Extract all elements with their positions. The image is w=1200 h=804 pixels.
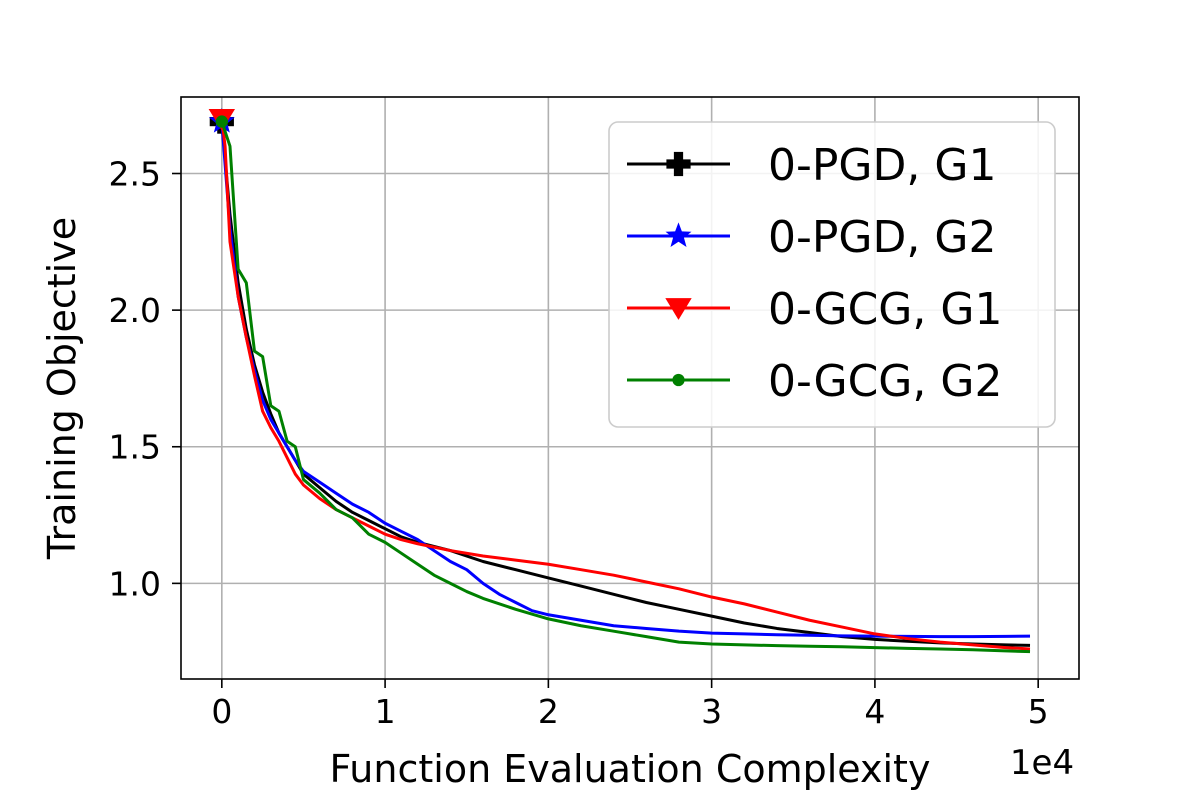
- y-tick-label: 2.0: [109, 291, 161, 330]
- legend-label: 0-GCG, G2: [768, 356, 1002, 407]
- legend-entry: 0-PGD, G1: [627, 140, 996, 191]
- x-axis-offset-label: 1e4: [1010, 743, 1074, 783]
- legend-box: [608, 121, 1056, 428]
- y-tick-label: 2.5: [109, 155, 161, 194]
- legend-items: 0-PGD, G1 0-PGD, G2 0-GCG, G1 0-GCG, G2: [627, 140, 1002, 407]
- y-axis-label: Training Objective: [40, 217, 84, 560]
- legend: 0-PGD, G1 0-PGD, G2 0-GCG, G1 0-GCG, G2: [608, 121, 1056, 428]
- x-tick-label: 4: [864, 692, 885, 731]
- series-marker: [215, 115, 228, 128]
- legend-label: 0-PGD, G1: [768, 140, 996, 191]
- x-axis-label: Function Evaluation Complexity: [330, 747, 931, 791]
- legend-marker: [665, 298, 692, 320]
- legend-marker: [665, 222, 692, 248]
- legend-label: 0-PGD, G2: [768, 212, 996, 263]
- series-line: [220, 118, 1031, 651]
- y-tick-label: 1.5: [109, 428, 161, 467]
- y-tick-label: 1.0: [109, 564, 161, 603]
- plot-area-frame: [180, 96, 1080, 680]
- legend-marker: [672, 373, 685, 387]
- legend-entry: 0-GCG, G1: [627, 284, 1002, 335]
- series-lines: [208, 107, 1031, 654]
- x-tick-label: 5: [1028, 692, 1049, 731]
- legend-label: 0-GCG, G1: [768, 284, 1002, 335]
- series-line: [220, 121, 1031, 654]
- legend-marker: [673, 151, 684, 177]
- x-tick-label: 0: [211, 692, 232, 731]
- legend-entry: 0-PGD, G2: [627, 212, 996, 263]
- series-line: [220, 121, 1031, 639]
- series-0-gcg-g2: [215, 115, 1031, 654]
- x-tick-label: 2: [538, 692, 559, 731]
- legend-entry: 0-GCG, G2: [627, 356, 1002, 407]
- axis-ticks: 0 1 2 3 4 5 1.0 1.5 2.0 2.5: [109, 155, 1049, 731]
- x-tick-label: 3: [701, 692, 722, 731]
- x-tick-label: 1: [375, 692, 396, 731]
